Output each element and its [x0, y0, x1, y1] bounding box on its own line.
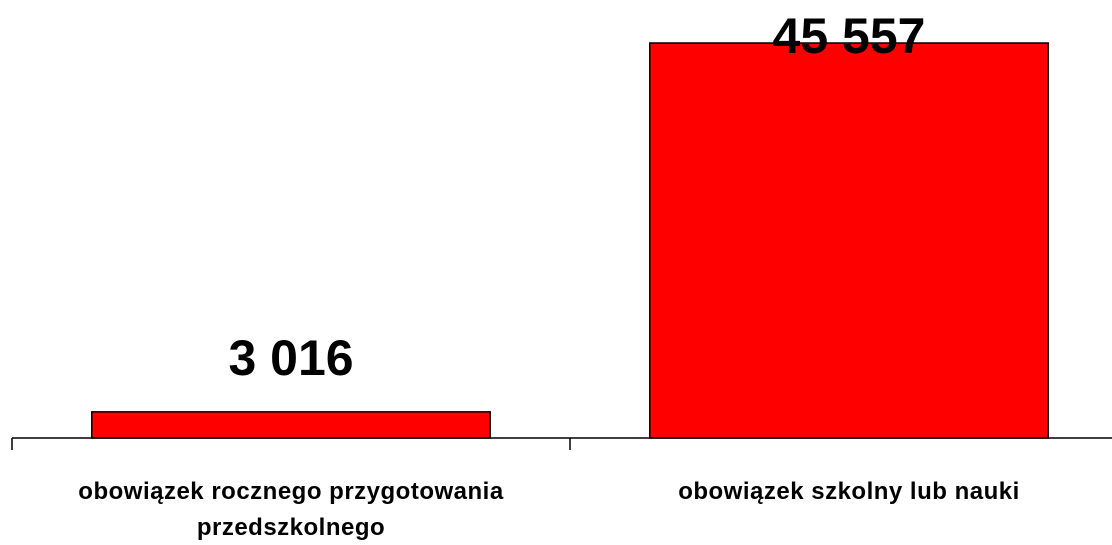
x-tick-label: obowiązek rocznego przygotowania przedsz… — [78, 478, 504, 541]
bar — [649, 42, 1049, 439]
value-label: 45 557 — [773, 8, 926, 64]
value-label: 3 016 — [228, 330, 353, 386]
x-tick-label: obowiązek szkolny lub nauki — [678, 478, 1020, 505]
bar — [91, 411, 491, 439]
